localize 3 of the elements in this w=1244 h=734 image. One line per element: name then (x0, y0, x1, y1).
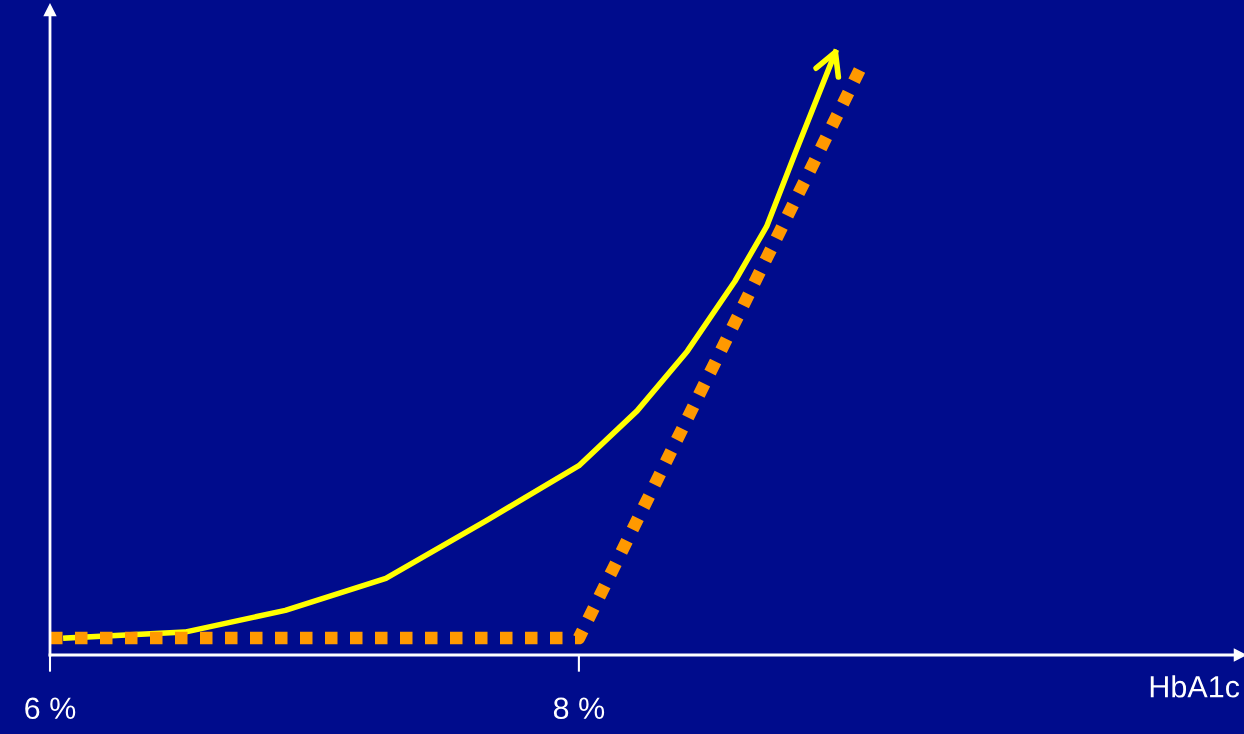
x-tick-label: 6 % (25, 697, 76, 720)
x-axis-title: HbA1c (1150, 675, 1240, 698)
x-tick-label: 8 % (553, 697, 605, 720)
